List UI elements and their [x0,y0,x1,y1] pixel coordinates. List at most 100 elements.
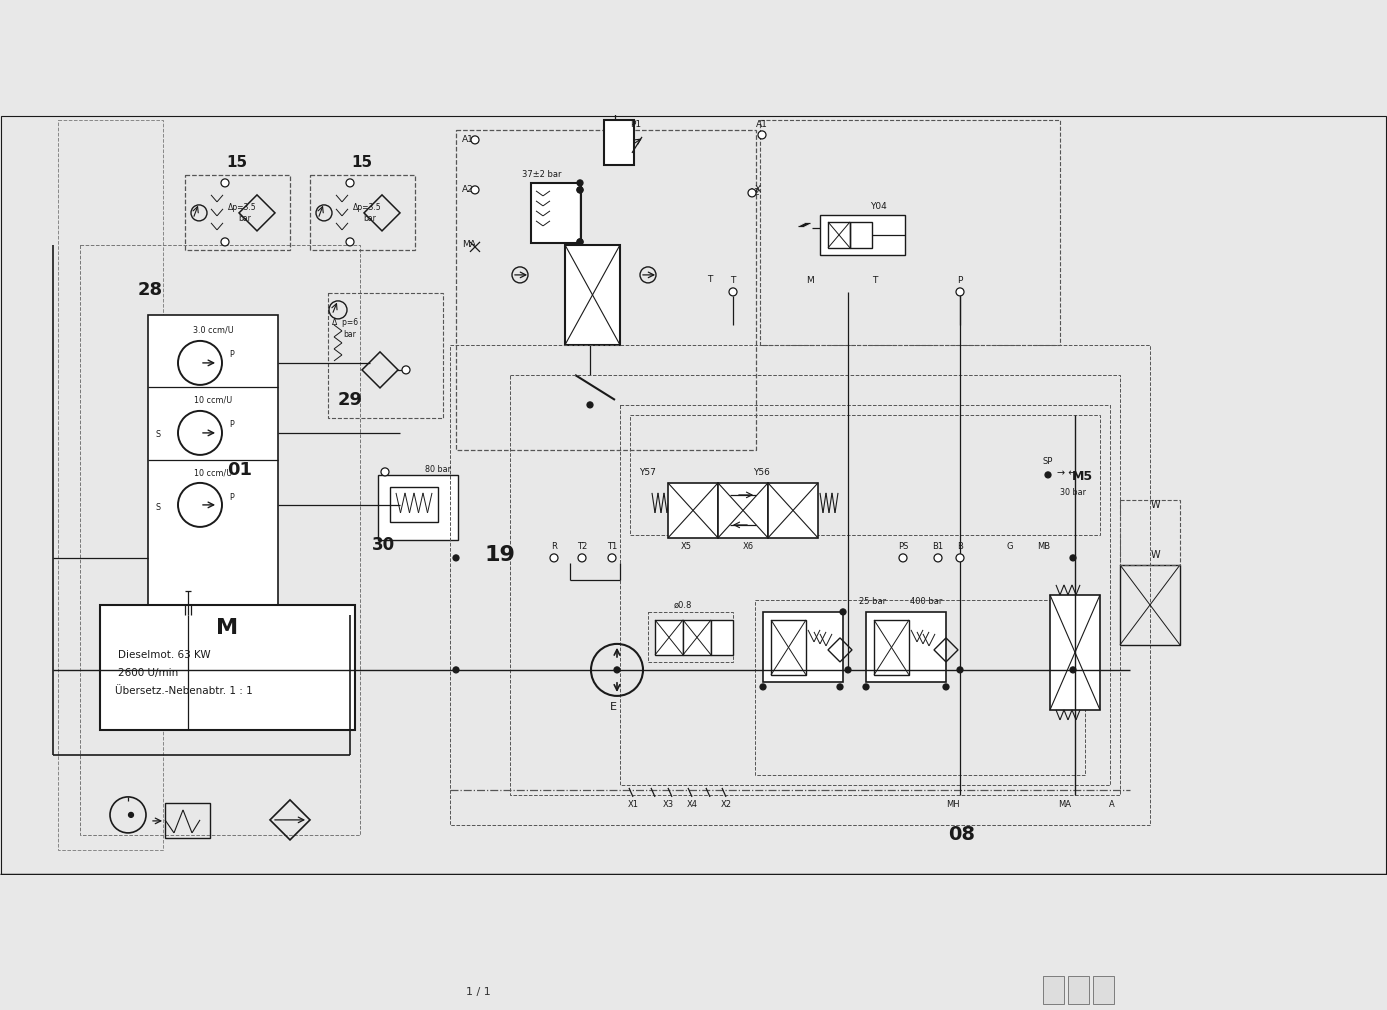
Bar [865,612,946,682]
Text: M: M [216,618,239,638]
Text: X: X [755,186,761,194]
Circle shape [577,239,583,244]
Circle shape [472,186,479,194]
Circle shape [221,179,229,187]
Text: A: A [1110,800,1115,809]
Text: M5: M5 [1071,471,1093,484]
Circle shape [760,684,766,690]
Circle shape [933,553,942,562]
Circle shape [345,179,354,187]
Circle shape [454,667,459,673]
Text: 29: 29 [337,391,362,409]
Circle shape [454,554,459,561]
Bar [390,487,438,522]
Text: MB: MB [1037,542,1050,551]
Text: 25 bar: 25 bar [860,597,886,606]
Circle shape [1044,472,1051,478]
Circle shape [836,684,843,690]
Bar [1093,976,1114,1004]
Text: 10 ccm/U: 10 ccm/U [194,395,232,404]
Bar [456,130,756,449]
Bar [874,620,908,675]
Text: MA: MA [1058,800,1072,809]
Text: 10 ccm/U: 10 ccm/U [194,469,232,478]
Text: 3.0 ccm/U: 3.0 ccm/U [193,325,233,334]
Text: B: B [957,542,963,551]
Text: R: R [551,542,558,551]
Text: X1: X1 [627,800,638,809]
Circle shape [577,187,583,193]
Bar [148,315,277,615]
Text: Y04: Y04 [870,202,886,211]
Text: G: G [1007,542,1014,551]
Text: 15: 15 [226,156,247,171]
Text: 08: 08 [949,825,975,844]
Text: T2: T2 [577,542,587,551]
Bar [603,120,634,165]
Text: Δp=3.5: Δp=3.5 [352,203,381,212]
Text: 30 bar: 30 bar [1060,489,1086,497]
Bar [682,620,712,654]
Bar [760,120,1060,344]
Bar [379,475,458,540]
Circle shape [577,239,583,244]
Bar [510,375,1119,795]
Text: X3: X3 [663,800,674,809]
Circle shape [759,131,766,139]
Text: MH: MH [946,800,960,809]
Text: E: E [609,702,616,712]
Bar [820,215,904,255]
Bar [828,222,850,247]
Bar [1050,595,1100,710]
Text: P: P [230,350,234,360]
Bar [1068,976,1089,1004]
Circle shape [614,667,620,673]
Text: 2600 U/min: 2600 U/min [118,668,179,678]
Circle shape [899,553,907,562]
Text: SP: SP [1043,458,1053,467]
Circle shape [730,288,736,296]
Text: W: W [1150,549,1160,560]
Bar [58,120,164,849]
Text: S: S [155,430,161,439]
Circle shape [1069,667,1076,673]
Circle shape [943,684,949,690]
Circle shape [551,553,558,562]
Bar [165,803,209,838]
Circle shape [578,553,585,562]
Text: 1 / 1: 1 / 1 [466,987,491,997]
Text: P: P [957,277,963,286]
Circle shape [841,609,846,615]
Text: P: P [230,420,234,429]
Circle shape [863,684,870,690]
Bar [100,605,355,730]
Text: bar: bar [363,214,376,223]
Bar [449,344,1150,825]
Text: 80 bar: 80 bar [424,466,451,475]
Text: bar: bar [344,330,356,339]
Text: P1: P1 [631,120,642,129]
Text: 15: 15 [351,156,373,171]
Text: A1: A1 [462,135,474,144]
Bar [712,620,732,654]
Circle shape [221,238,229,245]
Text: Dieselmot. 63 KW: Dieselmot. 63 KW [118,649,211,660]
Text: A2: A2 [749,189,761,197]
Bar [1043,976,1064,1004]
Bar [620,405,1110,785]
Text: T: T [872,277,878,286]
Circle shape [1069,554,1076,561]
Circle shape [845,667,852,673]
Bar [531,183,581,242]
Text: T: T [731,277,735,286]
Text: 400 bar: 400 bar [910,597,942,606]
Text: T1: T1 [608,542,617,551]
Bar [669,483,718,538]
Bar [755,600,1085,775]
Circle shape [956,553,964,562]
Bar [850,222,872,247]
Text: A2: A2 [462,186,474,194]
Text: bar: bar [239,214,251,223]
Text: X4: X4 [687,800,698,809]
Bar [311,175,415,249]
